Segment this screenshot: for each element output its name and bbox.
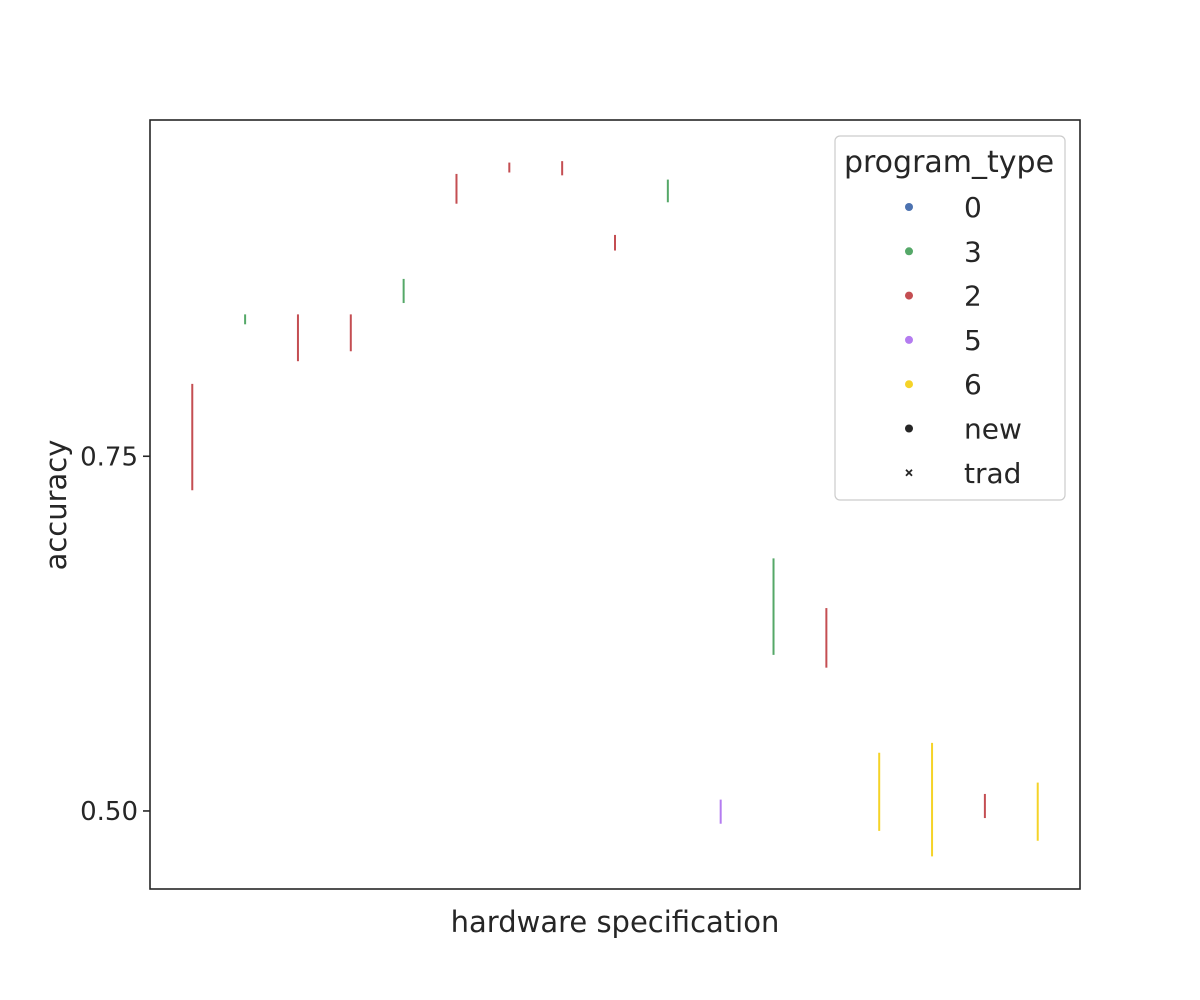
- legend-label: 3: [964, 235, 982, 268]
- legend-marker-circle-icon: [905, 203, 913, 211]
- legend-marker-x-icon: [905, 469, 913, 477]
- legend: program_type 0 3 2 5 6 new trad: [834, 135, 1066, 501]
- y-tick-label: 0.50: [80, 797, 138, 827]
- legend-marker-circle-icon: [905, 380, 913, 389]
- x-axis-label: hardware specification: [451, 905, 780, 939]
- error-bars: [191, 161, 1039, 857]
- legend-marker-circle-icon: [905, 291, 913, 300]
- legend-entries: 0 3 2 5 6 new trad: [905, 191, 1022, 490]
- legend-frame: [834, 135, 1066, 501]
- legend-marker-circle-icon: [905, 424, 913, 433]
- legend-label: 2: [964, 280, 982, 313]
- legend-label: 5: [964, 324, 982, 357]
- y-tick-label: 0.75: [80, 442, 138, 472]
- y-axis-ticks: 0.50 0.75: [80, 442, 150, 827]
- legend-marker-circle-icon: [905, 247, 913, 256]
- legend-title: program_type: [844, 145, 1054, 180]
- legend-label: trad: [964, 457, 1021, 490]
- legend-label: 0: [964, 191, 982, 224]
- y-axis-label: accuracy: [39, 440, 73, 571]
- legend-marker-circle-icon: [905, 335, 913, 344]
- legend-label: new: [964, 413, 1022, 446]
- legend-label: 6: [964, 368, 982, 401]
